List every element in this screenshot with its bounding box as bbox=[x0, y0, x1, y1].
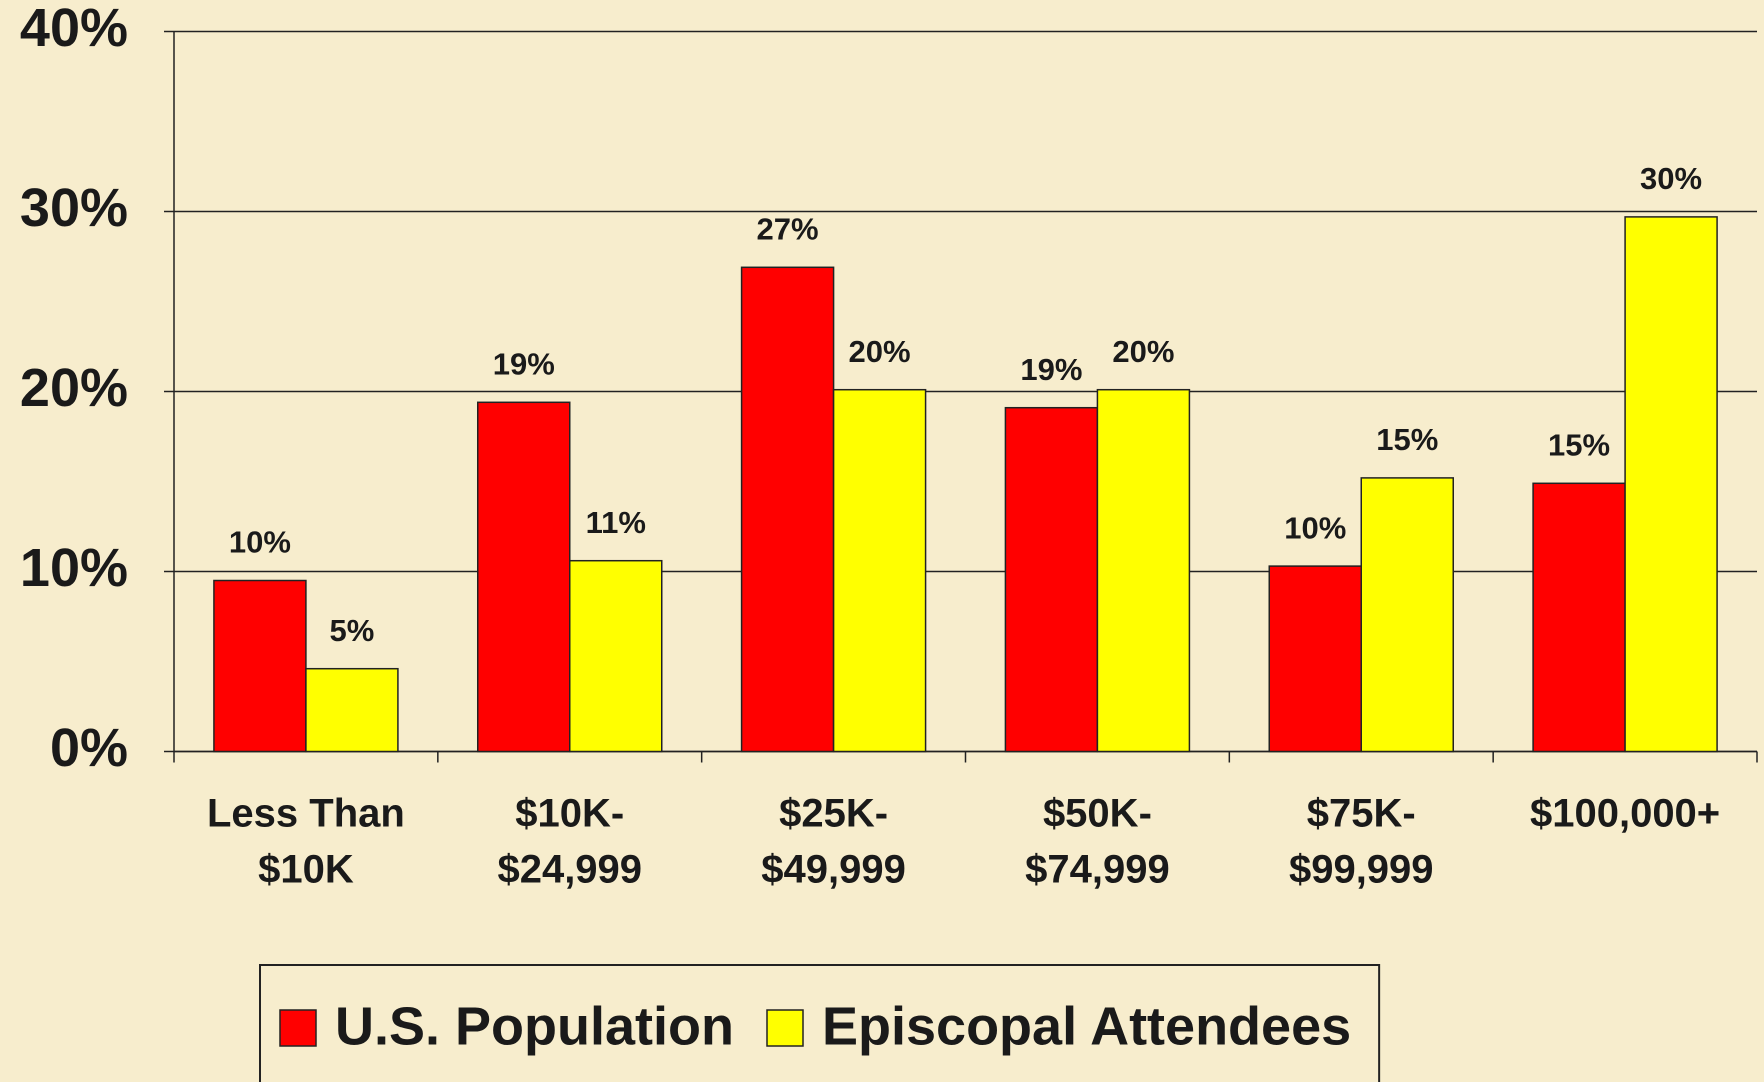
value-label: 19% bbox=[1020, 352, 1082, 387]
y-tick-label: 30% bbox=[20, 178, 128, 238]
value-label: 15% bbox=[1548, 427, 1610, 462]
value-label: 10% bbox=[1284, 510, 1346, 545]
bar bbox=[1624, 216, 1718, 753]
x-tick-label: $49,999 bbox=[761, 848, 906, 892]
legend-label: Episcopal Attendees bbox=[822, 996, 1351, 1056]
value-label: 27% bbox=[757, 211, 819, 246]
bar bbox=[1360, 477, 1454, 753]
bar bbox=[740, 266, 835, 753]
x-tick-label: $25K- bbox=[779, 792, 888, 836]
value-label: 5% bbox=[330, 613, 375, 648]
x-tick-label: $100,000+ bbox=[1530, 792, 1720, 836]
y-tick-label: 40% bbox=[20, 0, 128, 58]
legend-swatch bbox=[766, 1009, 804, 1047]
bar bbox=[1004, 406, 1099, 753]
value-label: 15% bbox=[1376, 422, 1438, 457]
x-tick-label: $10K bbox=[258, 848, 354, 892]
bar bbox=[305, 667, 399, 753]
x-tick-label: $74,999 bbox=[1025, 848, 1170, 892]
y-tick-label: 0% bbox=[50, 718, 128, 778]
x-tick-label: Less Than bbox=[207, 792, 405, 836]
x-tick-label: $24,999 bbox=[497, 848, 642, 892]
value-label: 11% bbox=[586, 505, 646, 540]
bar bbox=[1268, 565, 1362, 753]
bar bbox=[1532, 482, 1626, 753]
x-tick-label: $99,999 bbox=[1289, 848, 1434, 892]
legend-box bbox=[259, 964, 1381, 1082]
value-label: 20% bbox=[1112, 334, 1174, 369]
y-tick-label: 10% bbox=[20, 538, 128, 598]
value-label: 19% bbox=[493, 346, 555, 381]
value-label: 30% bbox=[1640, 161, 1702, 196]
bar bbox=[832, 388, 927, 753]
bar bbox=[1096, 388, 1191, 753]
x-tick-label: $75K- bbox=[1307, 792, 1416, 836]
bar bbox=[213, 579, 307, 753]
legend-label: U.S. Population bbox=[335, 996, 734, 1056]
bar bbox=[477, 401, 571, 753]
x-tick-label: $50K- bbox=[1043, 792, 1152, 836]
value-label: 20% bbox=[849, 334, 911, 369]
bar bbox=[569, 559, 663, 753]
legend-swatch bbox=[279, 1009, 317, 1047]
y-tick-label: 20% bbox=[20, 358, 128, 418]
value-label: 10% bbox=[229, 525, 291, 560]
x-tick-label: $10K- bbox=[515, 792, 624, 836]
